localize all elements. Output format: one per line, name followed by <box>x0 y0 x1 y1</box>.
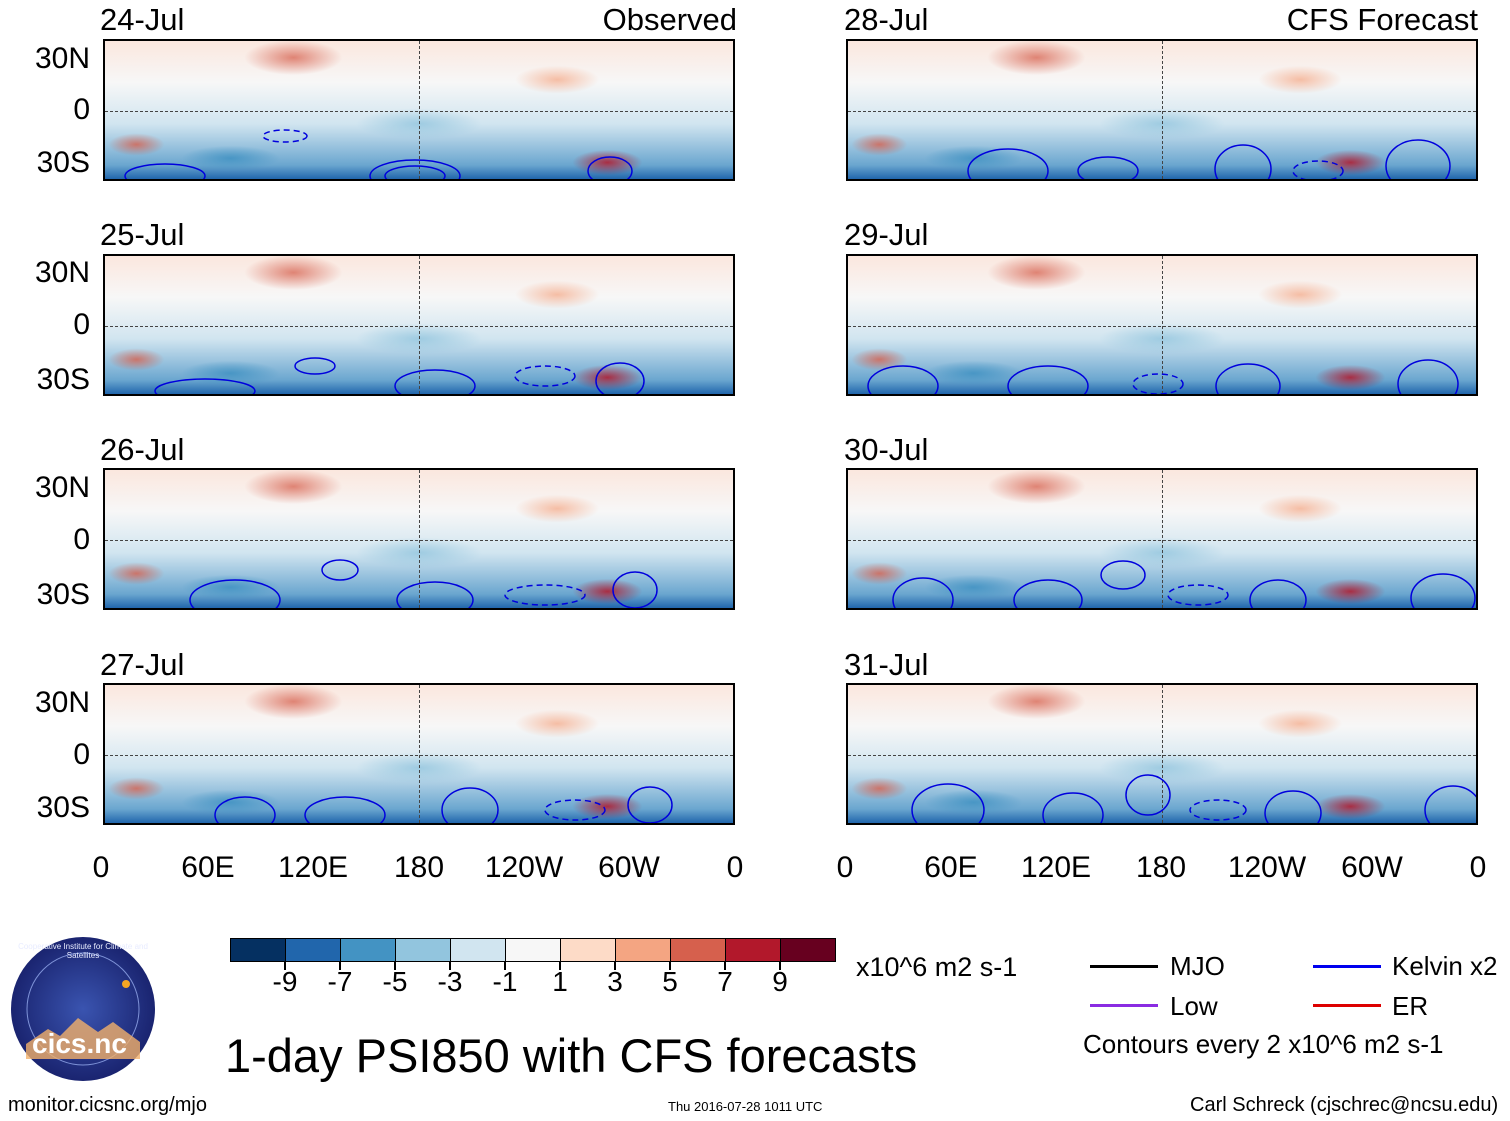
lat-label: 30S <box>36 791 90 824</box>
panel-kind-label: Observed <box>602 2 737 37</box>
colorbar-swatch <box>615 938 671 962</box>
legend-label-kelvin: Kelvin x2 <box>1392 951 1498 981</box>
colorbar-swatch <box>340 938 396 962</box>
colorbar-label: 3 <box>607 966 623 997</box>
panel-date: 27-Jul <box>100 647 185 682</box>
lat-label: 30N <box>34 256 90 289</box>
colorbar-tick <box>779 962 781 970</box>
lat-label: 30S <box>36 578 90 611</box>
lon-label: 120W <box>484 851 564 884</box>
colorbar-label: -9 <box>272 966 298 997</box>
colorbar-label: 7 <box>717 966 733 997</box>
lon-label: 180 <box>1135 851 1187 884</box>
lon-label: 60E <box>181 851 235 884</box>
map-26-jul <box>103 468 735 610</box>
legend-label-low: Low <box>1170 991 1218 1021</box>
lon-label: 120E <box>277 851 349 884</box>
panel-date: 24-Jul <box>100 2 185 37</box>
lat-label: 30N <box>34 42 90 75</box>
colorbar-swatch <box>725 938 781 962</box>
colorbar-label: -1 <box>492 966 518 997</box>
map-30-jul <box>846 468 1478 610</box>
legend-label-er: ER <box>1392 991 1429 1021</box>
legend-swatch-low <box>1090 1004 1158 1007</box>
lat-label: 30S <box>36 363 90 396</box>
panel-date: 26-Jul <box>100 432 185 467</box>
lon-label: 60W <box>598 851 660 884</box>
panel-date: 25-Jul <box>100 217 185 252</box>
lat-label: 30N <box>34 471 90 504</box>
colorbar-swatch <box>230 938 286 962</box>
colorbar-label: -3 <box>437 966 463 997</box>
colorbar-label: 1 <box>552 966 568 997</box>
colorbar-swatch <box>670 938 726 962</box>
colorbar-label: 5 <box>662 966 678 997</box>
lon-label: 0 <box>726 851 744 884</box>
colorbar-units: x10^6 m2 s-1 <box>856 952 1018 982</box>
figure-title: 1-day PSI850 with CFS forecasts <box>225 1029 918 1082</box>
map-28-jul <box>846 39 1478 181</box>
cics-logo: Cooperative Institute for Climate and Sa… <box>8 934 158 1084</box>
colorbar-swatch <box>505 938 561 962</box>
credit: Carl Schreck (cjschrec@ncsu.edu) <box>1190 1094 1499 1116</box>
panel-date: 29-Jul <box>844 217 929 252</box>
colorbar-swatch <box>560 938 616 962</box>
lat-label: 0 <box>73 308 90 341</box>
colorbar-label: -5 <box>382 966 408 997</box>
lon-label: 0 <box>836 851 854 884</box>
legend-swatch-mjo <box>1090 965 1158 968</box>
lon-label: 120W <box>1227 851 1307 884</box>
colorbar-swatch <box>450 938 506 962</box>
map-27-jul <box>103 683 735 825</box>
lon-label: 180 <box>393 851 445 884</box>
colorbar-swatch <box>285 938 341 962</box>
colorbar-tick <box>559 962 561 970</box>
legend-swatch-er <box>1313 1004 1381 1007</box>
lat-label: 30N <box>34 686 90 719</box>
colorbar-tick <box>669 962 671 970</box>
colorbar-tick <box>339 962 341 970</box>
lat-label: 30S <box>36 146 90 179</box>
map-24-jul <box>103 39 735 181</box>
lat-label: 0 <box>73 523 90 556</box>
panel-date: 28-Jul <box>844 2 929 37</box>
logo-text: cics.nc <box>32 1028 127 1059</box>
legend-note: Contours every 2 x10^6 m2 s-1 <box>1083 1029 1444 1059</box>
map-31-jul <box>846 683 1478 825</box>
colorbar-tick <box>504 962 506 970</box>
colorbar-swatch <box>395 938 451 962</box>
map-25-jul <box>103 254 735 396</box>
logo-ring-text: Cooperative Institute for Climate and Sa… <box>18 942 148 960</box>
panel-kind-label: CFS Forecast <box>1286 2 1478 37</box>
lon-label: 0 <box>92 851 110 884</box>
logo-graphic <box>11 937 155 1081</box>
colorbar-tick <box>394 962 396 970</box>
lat-label: 0 <box>73 738 90 771</box>
colorbar-tick <box>449 962 451 970</box>
colorbar-tick <box>614 962 616 970</box>
legend-swatch-kelvin <box>1313 965 1381 968</box>
lon-label: 0 <box>1469 851 1487 884</box>
lon-label: 120E <box>1020 851 1092 884</box>
source-url: monitor.cicsnc.org/mjo <box>8 1094 207 1116</box>
lon-label: 60E <box>924 851 978 884</box>
timestamp: Thu 2016-07-28 1011 UTC <box>668 1099 823 1114</box>
lat-label: 0 <box>73 93 90 126</box>
legend-label-mjo: MJO <box>1170 951 1225 981</box>
lon-label: 60W <box>1341 851 1403 884</box>
colorbar-tick <box>284 962 286 970</box>
colorbar-label: 9 <box>772 966 788 997</box>
map-29-jul <box>846 254 1478 396</box>
panel-date: 30-Jul <box>844 432 929 467</box>
panel-date: 31-Jul <box>844 647 929 682</box>
colorbar-label: -7 <box>327 966 353 997</box>
colorbar-tick <box>724 962 726 970</box>
colorbar-swatch <box>780 938 836 962</box>
